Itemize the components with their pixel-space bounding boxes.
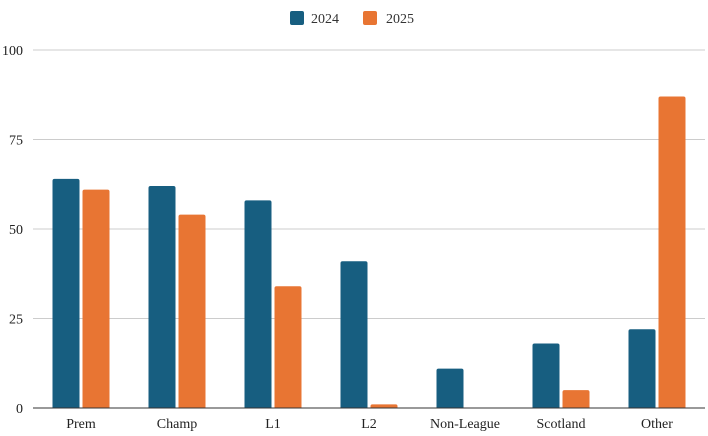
bar-2024-other xyxy=(628,329,656,408)
bar-2024-prem xyxy=(52,178,80,408)
x-axis-ticks: Prem Champ L1 L2 Non-League Scotland Other xyxy=(66,417,673,432)
bar-2025-l2 xyxy=(370,404,398,408)
gridlines xyxy=(33,49,705,319)
legend-swatch-2025 xyxy=(363,11,377,25)
bar-2024-l2 xyxy=(340,261,368,408)
legend-swatch-2024 xyxy=(290,11,304,25)
x-tick-label-non-league: Non-League xyxy=(430,417,500,432)
bar-2025-scotland xyxy=(562,390,590,408)
y-axis-ticks: 0 25 50 75 100 xyxy=(2,44,23,417)
bar-2025-l1 xyxy=(274,286,302,408)
x-tick-label-l1: L1 xyxy=(265,417,281,432)
bar-2024-l1 xyxy=(244,200,272,408)
bar-2024-non-league xyxy=(436,368,464,408)
legend: 2024 2025 xyxy=(290,11,414,27)
y-tick-label-75: 75 xyxy=(9,134,23,149)
legend-label-2025: 2025 xyxy=(386,12,414,27)
y-tick-label-100: 100 xyxy=(2,44,23,59)
x-tick-label-prem: Prem xyxy=(66,417,96,432)
x-tick-label-other: Other xyxy=(641,417,673,432)
bar-2025-prem xyxy=(82,189,110,408)
y-tick-label-0: 0 xyxy=(16,402,23,417)
y-tick-label-50: 50 xyxy=(9,223,23,238)
x-tick-label-scotland: Scotland xyxy=(537,417,586,432)
bar-2025-other xyxy=(658,96,686,408)
x-tick-label-champ: Champ xyxy=(157,417,197,432)
bar-2024-scotland xyxy=(532,343,560,408)
y-tick-label-25: 25 xyxy=(9,313,23,328)
x-tick-label-l2: L2 xyxy=(361,417,377,432)
legend-label-2024: 2024 xyxy=(311,12,339,27)
bar-2024-champ xyxy=(148,186,176,408)
bar-2025-champ xyxy=(178,214,206,408)
bars xyxy=(52,96,686,408)
